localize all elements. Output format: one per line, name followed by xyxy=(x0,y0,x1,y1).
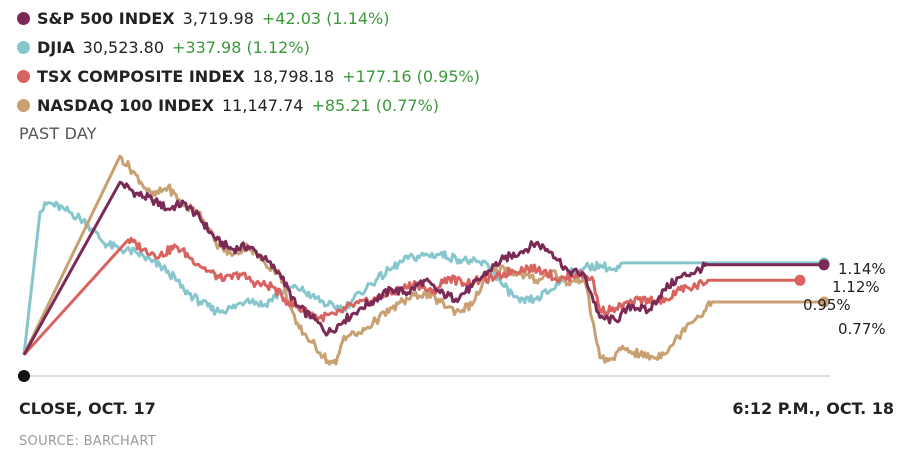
x-axis-start-label: CLOSE, OCT. 17 xyxy=(19,399,156,418)
series-line xyxy=(22,180,824,356)
series-end-dot xyxy=(818,296,830,308)
series-end-label: 1.12% xyxy=(832,278,880,296)
series-end-label: 0.95% xyxy=(803,296,851,314)
series-line xyxy=(22,154,824,366)
end-label-layer: 1.14%1.12%0.95% 0.77% xyxy=(803,260,886,338)
legend-item-value: 18,798.18 xyxy=(252,66,335,86)
series-dot-icon xyxy=(17,11,30,25)
legend-item-change: +85.21 (0.77%) xyxy=(311,95,440,115)
series-dot-icon xyxy=(17,69,30,83)
legend-item-name: TSX COMPOSITE INDEX xyxy=(37,66,245,86)
legend-item-name: S&P 500 INDEX xyxy=(37,8,175,28)
series-end-dot xyxy=(818,259,830,271)
legend-item-name: DJIA xyxy=(37,37,75,57)
series-end-label: 1.14% xyxy=(838,260,886,278)
origin-dot xyxy=(18,370,30,382)
period-label: PAST DAY xyxy=(19,124,97,143)
series-end-dot xyxy=(794,274,806,286)
series-dot-icon xyxy=(17,98,30,112)
legend-item-change: +177.16 (0.95%) xyxy=(342,66,480,86)
x-axis-end-label: 6:12 P.M., OCT. 18 xyxy=(732,399,894,418)
legend-item-change: +42.03 (1.14%) xyxy=(261,8,390,28)
legend-item-name: NASDAQ 100 INDEX xyxy=(37,95,214,115)
series-layer xyxy=(22,154,830,366)
source-note: SOURCE: BARCHART xyxy=(19,434,156,449)
legend-item-value: 30,523.80 xyxy=(82,37,165,57)
legend-item-tsx: TSX COMPOSITE INDEX 18,798.18 +177.16 (0… xyxy=(17,62,480,90)
series-end-label: 0.77% xyxy=(838,320,886,338)
legend-item-value: 11,147.74 xyxy=(222,95,304,115)
legend-item-sp500: S&P 500 INDEX 3,719.98 +42.03 (1.14%) xyxy=(17,4,390,32)
legend-item-nasdaq100: NASDAQ 100 INDEX 11,147.74 +85.21 (0.77%… xyxy=(17,91,439,119)
series-line xyxy=(22,200,824,355)
legend-item-djia: DJIA 30,523.80 +337.98 (1.12%) xyxy=(17,33,310,61)
legend-item-value: 3,719.98 xyxy=(182,8,254,28)
legend-item-change: +337.98 (1.12%) xyxy=(172,37,310,57)
series-dot-icon xyxy=(17,40,30,54)
